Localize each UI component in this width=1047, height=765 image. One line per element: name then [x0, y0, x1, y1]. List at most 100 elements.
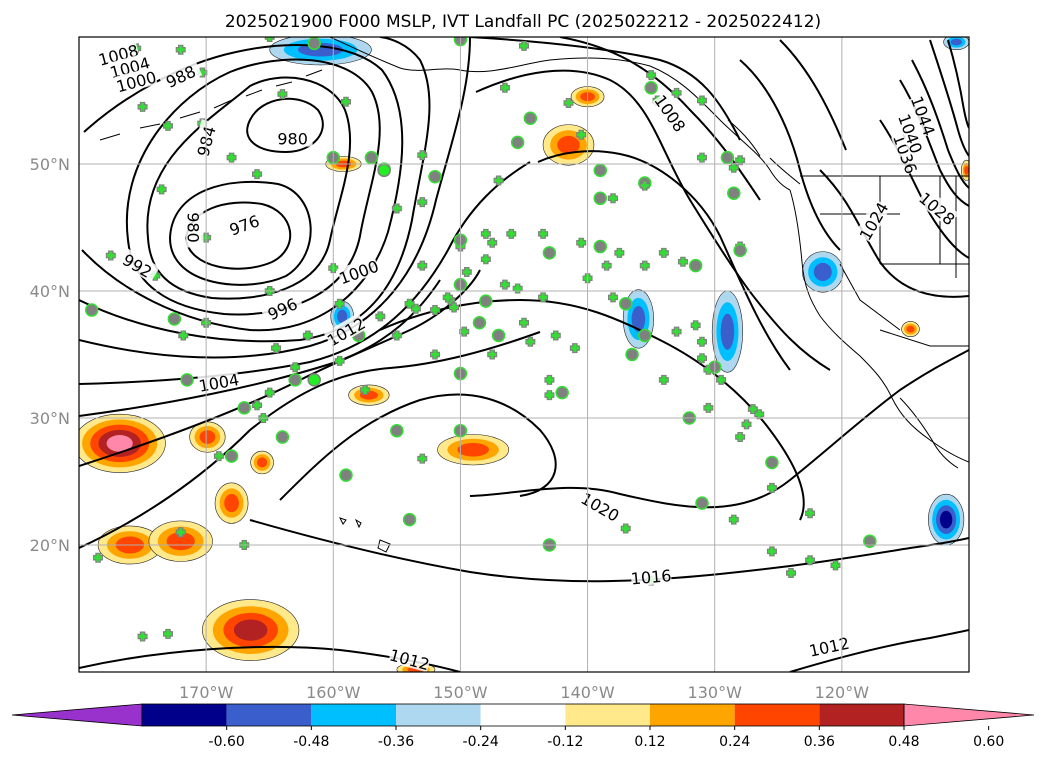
coast-aleutians — [99, 69, 323, 141]
circle-marker — [863, 534, 877, 548]
plus-marker — [375, 311, 386, 322]
plus-marker — [360, 385, 371, 396]
plus-marker — [766, 482, 777, 493]
isobar-996 — [79, 37, 431, 343]
plus-marker — [487, 237, 498, 248]
isobar-1016-ne-hook — [739, 59, 841, 251]
plus-marker — [404, 298, 415, 309]
ivt-pc-contour-fill — [557, 135, 580, 154]
plus-marker — [156, 184, 167, 195]
colorbar-extend-low — [11, 703, 143, 727]
plus-marker — [658, 374, 669, 385]
lon-tick-label: 120°W — [815, 683, 870, 702]
station-markers — [84, 37, 877, 642]
isobar-980-south — [168, 180, 312, 286]
colorbar-tick-label: -0.60 — [209, 734, 245, 750]
plus-marker — [677, 256, 688, 267]
colorbar-bin — [650, 704, 735, 726]
ivt-pc-region — [961, 159, 969, 181]
plus-marker — [417, 453, 428, 464]
colorbar-bin — [480, 704, 566, 726]
plus-marker — [747, 404, 758, 415]
colorbar-tick-label: -0.48 — [293, 734, 329, 750]
colorbar-tick-label: 0.24 — [719, 734, 750, 750]
plus-marker — [290, 362, 301, 373]
circle-marker — [695, 496, 709, 510]
figure-title: 2025021900 F000 MSLP, IVT Landfall PC (2… — [225, 12, 821, 32]
plus-marker — [499, 82, 510, 93]
plus-marker — [671, 326, 682, 337]
isobar-label-text: 980 — [277, 130, 308, 149]
plus-marker — [697, 95, 707, 106]
circle-marker — [625, 347, 639, 362]
colorbar-extend-high — [903, 703, 1035, 727]
circle-marker — [224, 449, 239, 463]
circle-marker — [339, 468, 353, 482]
isobar-label-bg — [578, 488, 623, 524]
isobar-label-bg — [336, 255, 381, 287]
map-gridlines — [79, 37, 969, 672]
plus-marker — [735, 432, 746, 443]
plus-marker — [442, 292, 453, 303]
plus-marker — [550, 330, 561, 341]
isobar-label-bg — [388, 644, 432, 672]
isobar-label-bg — [191, 119, 220, 163]
axis-labels: 170°W 160°W 150°W 140°W 130°W 120°W 20°N 30°N 40… — [30, 155, 870, 702]
circle-marker — [275, 430, 290, 444]
plus-marker — [163, 120, 173, 131]
plus-marker — [805, 555, 816, 566]
plus-marker — [341, 96, 351, 107]
isobar-1008-ne — [469, 37, 741, 141]
ivt-pc-contour-fill — [106, 435, 133, 452]
plus-marker — [766, 546, 777, 557]
plus-marker — [639, 260, 650, 271]
ivt-pc-region — [437, 434, 510, 466]
isobar-980-north — [246, 97, 324, 154]
circle-marker — [288, 373, 302, 387]
ivt-pc-region — [802, 251, 844, 293]
ivt-pc-contour-fill — [964, 165, 969, 175]
ivt-pc-region — [148, 520, 213, 562]
circle-marker — [84, 303, 99, 317]
colorbar-tick-label: -0.12 — [547, 734, 583, 750]
plus-marker — [538, 228, 549, 239]
isobar-1004-north — [559, 37, 761, 201]
isobar-label-bg — [114, 66, 158, 95]
isobar-label-bg — [916, 187, 959, 228]
plus-marker — [741, 419, 752, 430]
plus-marker — [163, 628, 173, 639]
isobar-label: 1000 — [114, 66, 158, 96]
colorbar-bin — [142, 704, 227, 726]
ivt-pc-contour-fill — [720, 313, 735, 350]
plus-marker — [576, 129, 587, 140]
colorbar-tick-label: 0.12 — [634, 734, 665, 750]
plus-marker — [391, 203, 402, 214]
lon-tick-label: 160°W — [306, 683, 361, 702]
isobar-label-bg — [222, 208, 266, 240]
plus-marker — [639, 180, 650, 191]
isobar-label-bg — [908, 93, 940, 138]
plus-marker — [697, 353, 707, 364]
ivt-pc-contour-fill — [950, 38, 962, 46]
plus-marker — [430, 305, 440, 316]
isobar-992 — [81, 44, 404, 332]
colorbar: -0.60 -0.48 -0.36 -0.24 -0.12 0.12 0.24 0.36 0.4… — [11, 703, 1035, 750]
plus-marker — [690, 320, 701, 331]
lat-tick-label: 20°N — [30, 536, 70, 555]
circle-marker — [765, 455, 779, 470]
ivt-pc-shading — [79, 37, 969, 672]
lon-tick-label: 130°W — [688, 683, 743, 702]
colorbar-bin — [311, 704, 396, 726]
circle-marker — [638, 328, 652, 343]
isobar-label-bg — [158, 58, 203, 93]
lon-tick-label: 140°W — [560, 683, 615, 702]
plus-marker — [105, 250, 116, 261]
plus-marker — [252, 400, 262, 411]
ivt-pc-region — [202, 599, 300, 661]
map-frame — [78, 36, 970, 673]
lat-tick-label: 30°N — [30, 409, 70, 428]
plus-marker — [410, 303, 421, 314]
plus-marker — [608, 193, 618, 204]
ivt-pc-contour-fill — [233, 619, 268, 641]
green-circle-marker — [377, 163, 391, 178]
